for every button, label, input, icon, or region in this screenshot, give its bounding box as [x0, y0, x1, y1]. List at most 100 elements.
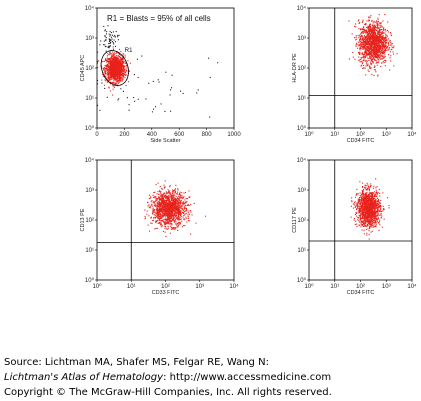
data-point	[116, 68, 118, 70]
data-point	[371, 34, 373, 36]
data-point	[377, 35, 379, 37]
data-point	[115, 62, 117, 64]
data-point	[122, 65, 124, 67]
data-point	[374, 43, 376, 45]
data-point	[117, 64, 119, 66]
data-point	[177, 213, 179, 215]
data-point	[173, 219, 175, 221]
data-point	[379, 48, 381, 50]
data-point	[377, 38, 379, 40]
data-point	[371, 40, 373, 42]
data-point	[359, 59, 361, 61]
data-point	[154, 191, 156, 193]
data-point	[359, 48, 361, 50]
data-point	[364, 37, 366, 39]
data-point	[175, 213, 177, 215]
data-point	[141, 55, 143, 57]
data-point	[197, 89, 199, 91]
data-point	[380, 22, 382, 24]
data-point	[361, 21, 363, 23]
data-point	[164, 180, 166, 182]
data-point	[172, 213, 174, 215]
data-point	[114, 68, 116, 70]
data-point	[152, 211, 154, 213]
data-point	[179, 194, 181, 196]
data-point	[161, 198, 163, 200]
data-point	[375, 29, 377, 31]
data-point	[378, 49, 380, 51]
data-point	[385, 40, 387, 42]
data-point	[159, 212, 161, 214]
y-tick-label: 10⁴	[85, 5, 95, 12]
data-point	[115, 65, 117, 67]
data-point	[169, 185, 171, 187]
data-point	[165, 194, 167, 196]
data-point	[164, 205, 166, 207]
data-point	[371, 32, 373, 34]
data-point	[152, 219, 154, 221]
data-point	[365, 39, 367, 41]
data-point	[163, 213, 165, 215]
data-point	[365, 46, 367, 48]
data-point	[167, 203, 169, 205]
data-point	[360, 32, 362, 34]
data-point	[114, 60, 116, 62]
data-point	[378, 202, 380, 204]
data-point	[376, 42, 378, 44]
data-point	[174, 200, 176, 202]
data-point	[177, 200, 179, 202]
data-point	[167, 217, 169, 219]
data-point	[120, 61, 122, 63]
data-point	[112, 65, 114, 67]
data-point	[373, 37, 375, 39]
data-point	[168, 220, 170, 222]
data-point	[388, 38, 390, 40]
data-point	[118, 60, 120, 62]
data-point	[159, 205, 161, 207]
data-point	[369, 67, 371, 69]
data-point	[175, 208, 177, 210]
data-point	[355, 39, 357, 41]
data-point	[359, 47, 361, 49]
data-point	[360, 218, 362, 220]
data-point	[356, 193, 358, 195]
data-point	[384, 46, 386, 48]
data-point	[374, 25, 376, 27]
data-point	[179, 206, 181, 208]
data-point	[371, 46, 373, 48]
data-point	[373, 212, 375, 214]
data-point	[113, 36, 115, 38]
data-point	[112, 53, 114, 55]
data-point	[111, 76, 113, 78]
data-point	[146, 213, 148, 215]
data-point	[167, 223, 169, 225]
data-point	[384, 62, 386, 64]
data-point	[119, 53, 121, 55]
data-point	[365, 53, 367, 55]
data-point	[159, 216, 161, 218]
data-point	[108, 58, 110, 60]
data-point	[359, 52, 361, 54]
data-point	[115, 73, 117, 75]
data-point	[388, 43, 390, 45]
data-point	[109, 45, 111, 47]
data-point	[169, 206, 171, 208]
data-point	[149, 205, 151, 207]
data-point	[160, 223, 162, 225]
data-point	[153, 196, 155, 198]
data-point	[376, 46, 378, 48]
data-point	[364, 43, 366, 45]
data-point	[163, 196, 165, 198]
data-point	[156, 206, 158, 208]
data-point	[370, 38, 372, 40]
data-point	[373, 223, 375, 225]
data-point	[167, 196, 169, 198]
data-point	[161, 202, 163, 204]
data-point	[109, 45, 111, 47]
data-point	[355, 42, 357, 44]
y-axis-label: CD13 PE	[80, 208, 86, 231]
data-point	[360, 39, 362, 41]
data-point	[103, 40, 105, 42]
data-point	[370, 35, 372, 37]
data-point	[115, 64, 117, 66]
